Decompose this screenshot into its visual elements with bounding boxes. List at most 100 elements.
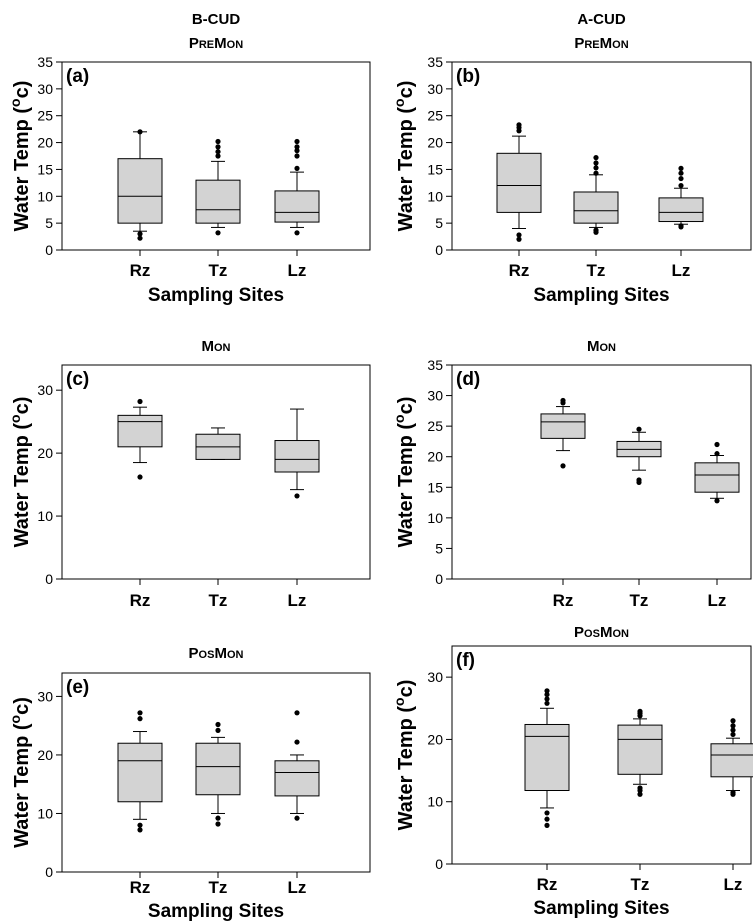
y-tick-label: 0 [435,856,443,872]
outlier-point [215,727,221,733]
y-tick-label: 15 [427,161,443,177]
box-lz [274,710,320,821]
panel-e-x-axis-label: Sampling Sites [148,901,284,922]
panel-a-season-label: PREMON [189,35,243,52]
x-tick-label: Rz [130,878,151,897]
outlier-point [714,498,720,504]
y-tick-label: 20 [427,731,443,747]
x-tick-label: Lz [288,591,307,610]
outlier-point [678,223,684,229]
outlier-point [137,827,143,833]
season-label-part: M [600,35,613,52]
y-axis-label-unit: c) [395,680,417,698]
outlier-point [137,474,143,480]
season-label-part: M [214,35,227,52]
outlier-point [593,165,599,171]
panel-d-season-label: MON [587,338,616,355]
interquartile-box [274,190,320,223]
panel-f-season-label: POSMON [574,624,629,641]
outlier-point [544,696,550,702]
outlier-point [215,821,221,827]
y-tick-label: 30 [37,688,53,704]
panel-c: MON 0 10 20 30 Rz Tz Lz (c) Water Temp (oc) [7,338,371,610]
y-axis-label-superscript: o [7,98,23,107]
y-tick-label: 10 [37,188,53,204]
panel-d: MON 0 5 10 15 20 25 30 35 Rz Tz Lz (d) Water Temp (oc… [391,338,752,610]
outlier-point [544,691,550,698]
y-axis-label-unit: c) [11,697,33,715]
y-tick-label: 10 [427,510,443,526]
panel-a-letter: (a) [66,66,89,87]
outlier-point [294,230,300,236]
season-label-part: ON [227,39,244,51]
outlier-point [294,493,300,499]
season-label-part: RE [584,39,599,51]
outlier-point [593,170,599,176]
panel-b-title: A-CUD [577,11,625,28]
y-tick-label: 10 [37,805,53,821]
outlier-point [637,791,643,797]
y-tick-label: 30 [427,388,443,404]
y-tick-label: 25 [37,108,53,124]
y-axis-label-superscript: o [391,98,407,107]
y-tick-label: 30 [37,382,53,398]
outlier-point [215,230,221,236]
panel-b-y-axis-label: Water Temp (oc) [391,81,417,232]
y-axis-label-superscript: o [7,414,23,423]
outlier-point [137,716,143,722]
panel-f: POSMON 0 10 20 30 Rz Tz Lz (f) Water Temp (oc) Sam… [391,624,753,919]
outlier-point [215,138,221,145]
outlier-point [678,182,684,189]
outlier-point [137,710,143,716]
panel-c-plot-area [61,364,371,580]
x-tick-label: Lz [708,591,727,610]
x-tick-label: Rz [553,591,574,610]
interquartile-box [117,158,163,224]
outlier-point [560,397,566,404]
x-tick-label: Tz [630,591,649,610]
box-rz [117,398,163,480]
box-rz [524,688,570,828]
y-axis-label-text: Water Temp ( [395,423,417,548]
y-axis-label-text: Water Temp ( [11,107,33,232]
season-label-part: OS [584,628,600,640]
box-rz [117,710,163,833]
interquartile-box [274,760,320,797]
panel-d-y-axis-label: Water Temp (oc) [391,397,417,548]
box-tz [195,138,241,236]
interquartile-box [658,197,704,223]
outlier-point [714,441,720,448]
y-tick-label: 30 [427,81,443,97]
panel-e-y-axis-label: Water Temp (oc) [7,697,33,848]
outlier-point [544,822,550,828]
interquartile-box [694,462,740,493]
outlier-point [714,451,720,457]
y-tick-label: 30 [37,81,53,97]
outlier-point [730,789,736,795]
outlier-point [678,165,684,171]
box-tz [195,721,241,827]
outlier-point [215,153,221,159]
y-axis-label-text: Water Temp ( [11,423,33,548]
box-tz [195,427,241,460]
season-label-part: ON [600,342,617,354]
interquartile-box [540,413,586,439]
box-rz [496,122,542,242]
box-lz [274,408,320,499]
x-tick-label: Tz [209,591,228,610]
outlier-point [294,710,300,716]
interquartile-box [195,742,241,796]
panel-f-letter: (f) [456,650,475,671]
panel-b-plot-area [451,61,752,251]
box-lz [658,165,704,230]
season-label-part: M [202,338,215,355]
x-tick-label: Lz [288,261,307,280]
panel-d-plot-area [451,364,752,580]
y-tick-label: 10 [427,188,443,204]
outlier-point [593,227,599,233]
outlier-point [137,398,143,405]
y-tick-label: 0 [45,242,53,258]
interquartile-box [524,723,570,792]
panel-a-y-axis-label: Water Temp (oc) [7,81,33,232]
panel-f-plot-area [451,645,752,865]
